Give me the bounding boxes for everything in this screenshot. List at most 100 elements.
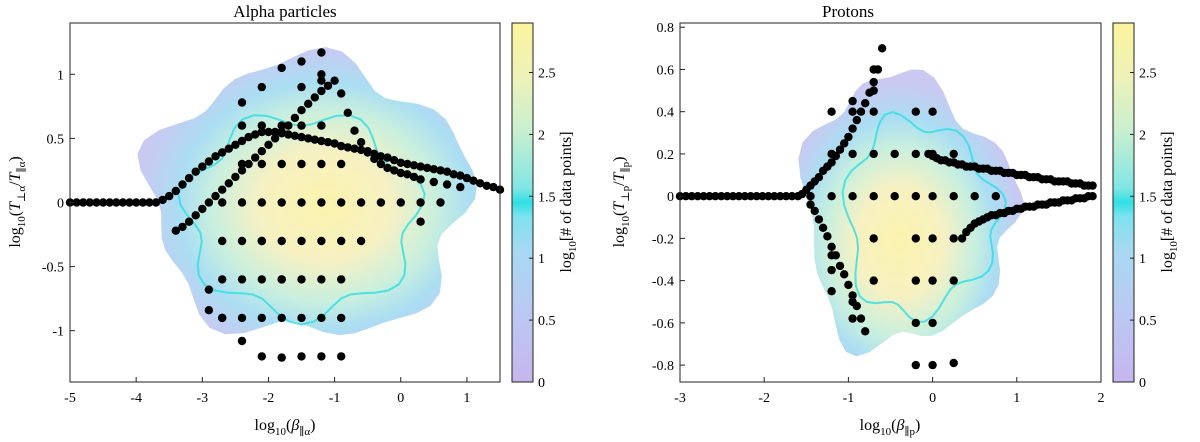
protons-point	[848, 192, 857, 201]
protons-point	[949, 276, 958, 285]
alpha-x-ticks: -5 -4 -3 -2 -1 0 1	[64, 377, 470, 406]
protons-point	[758, 192, 767, 201]
protons-point	[949, 192, 958, 201]
alpha-point	[297, 121, 306, 130]
alpha-point	[218, 275, 227, 284]
protons-point	[869, 65, 878, 74]
colorbar-tick-label: 2.5	[538, 67, 556, 82]
protons-point	[814, 215, 824, 224]
alpha-point	[403, 170, 412, 179]
protons-point	[928, 276, 937, 285]
protons-point	[827, 158, 836, 167]
alpha-point	[442, 180, 452, 189]
alpha-point	[92, 198, 101, 207]
alpha-point	[337, 159, 346, 169]
protons-y-tick-label: -0.6	[652, 317, 674, 332]
protons-point	[861, 99, 870, 108]
alpha-point	[257, 198, 266, 207]
protons-point	[848, 314, 857, 323]
alpha-point	[423, 163, 432, 173]
alpha-point	[489, 182, 498, 192]
colorbar-tick-label: 0	[538, 376, 545, 391]
alpha-point	[317, 352, 326, 361]
alpha-point	[403, 159, 412, 169]
protons-point	[818, 223, 828, 232]
alpha-point	[198, 162, 207, 171]
alpha-point	[257, 147, 266, 156]
protons-point	[752, 192, 761, 201]
protons-x-label: log10(β∥p)	[860, 417, 921, 438]
colorbar-tick-label: 1.5	[1139, 190, 1157, 205]
protons-point	[827, 149, 836, 159]
alpha-point	[396, 198, 405, 207]
alpha-point	[165, 191, 174, 201]
alpha-point	[277, 275, 286, 284]
protons-point	[827, 265, 836, 275]
alpha-point	[277, 313, 286, 323]
alpha-point	[317, 236, 326, 246]
alpha-density-region	[137, 47, 478, 336]
alpha-point	[118, 198, 128, 207]
protons-point	[848, 96, 857, 106]
alpha-colorbar-gradient	[511, 22, 534, 383]
protons-point	[827, 192, 836, 201]
alpha-point	[356, 198, 366, 207]
alpha-point	[125, 198, 134, 207]
protons-point	[869, 107, 878, 116]
protons-colorbar-ticks: 0 0.5 1 1.5 2 2.5	[1130, 67, 1157, 391]
alpha-point	[317, 275, 326, 284]
alpha-point	[211, 152, 220, 161]
protons-y-tick-label: -0.8	[652, 359, 674, 374]
protons-point	[911, 149, 920, 159]
protons-point	[693, 192, 702, 201]
alpha-point	[284, 130, 293, 139]
protons-point	[856, 107, 866, 116]
alpha-point	[343, 143, 352, 152]
alpha-point	[317, 48, 326, 57]
protons-point	[970, 192, 979, 201]
protons-point	[806, 192, 815, 201]
protons-y-tick-label: -0.4	[652, 275, 674, 290]
alpha-y-tick-label: 0.5	[47, 132, 65, 147]
alpha-point	[257, 313, 266, 323]
alpha-point	[257, 275, 266, 284]
alpha-point	[257, 352, 266, 361]
protons-point	[911, 107, 920, 116]
colorbar-tick-label: 2.5	[1139, 67, 1157, 82]
alpha-y-label: log10(T⊥α/T∥α)	[7, 156, 28, 247]
alpha-point	[337, 352, 346, 361]
protons-point	[861, 327, 870, 336]
alpha-point	[251, 130, 260, 139]
alpha-point	[317, 76, 326, 85]
protons-y-tick-label: -0.2	[652, 232, 674, 247]
protons-point	[764, 192, 773, 201]
protons-point	[991, 192, 1000, 201]
alpha-point	[317, 70, 326, 79]
alpha-point	[218, 313, 227, 323]
alpha-point	[304, 99, 313, 109]
alpha-point	[297, 275, 306, 284]
protons-point	[890, 149, 899, 159]
alpha-point	[257, 159, 266, 169]
colorbar-tick-label: 1	[538, 252, 545, 267]
protons-point	[746, 192, 755, 201]
protons-point	[827, 107, 836, 116]
protons-x-tick-label: -3	[674, 391, 686, 406]
protons-point	[840, 139, 849, 148]
colorbar-tick-label: 0.5	[1139, 314, 1157, 329]
alpha-point	[105, 198, 114, 207]
alpha-point	[171, 226, 180, 235]
alpha-point	[171, 186, 180, 196]
protons-point	[1088, 192, 1097, 201]
alpha-point	[356, 138, 366, 147]
protons-point	[957, 234, 967, 243]
protons-x-tick-label: -2	[758, 391, 770, 406]
protons-point	[770, 192, 779, 201]
alpha-dots	[65, 48, 505, 362]
protons-point	[835, 145, 845, 154]
protons-point	[869, 234, 878, 243]
protons-point	[869, 276, 878, 285]
alpha-point	[218, 198, 227, 207]
alpha-point	[290, 113, 300, 123]
